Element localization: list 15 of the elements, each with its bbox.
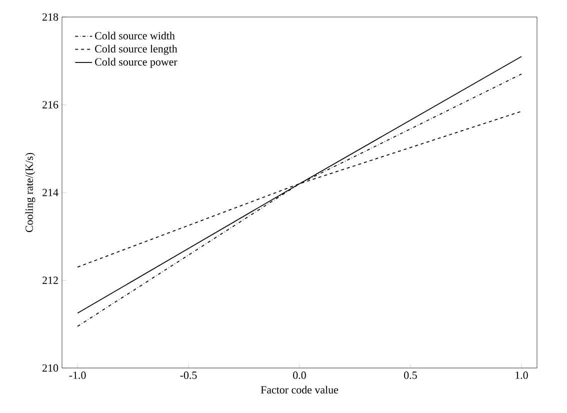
x-tick-label: -0.5 <box>180 372 197 379</box>
x-tick-label: -1.0 <box>69 372 86 379</box>
legend-label: Cold source power <box>95 58 178 68</box>
y-tick-label: 216 <box>42 101 58 108</box>
y-tick-label: 212 <box>42 276 58 284</box>
x-tick-label: 0.0 <box>293 372 306 379</box>
x-tick-label: 0.5 <box>404 372 417 379</box>
x-axis-title: Factor code value <box>260 386 338 394</box>
y-tick-label: 214 <box>42 188 58 196</box>
legend-label: Cold source width <box>95 32 175 40</box>
y-tick-label: 210 <box>42 364 58 372</box>
y-tick-label: 218 <box>42 13 58 21</box>
legend-label: Cold source length <box>95 44 178 55</box>
y-axis-title: Cooling rate/(K/s) <box>25 152 36 232</box>
x-tick-label: 1.0 <box>516 372 528 379</box>
